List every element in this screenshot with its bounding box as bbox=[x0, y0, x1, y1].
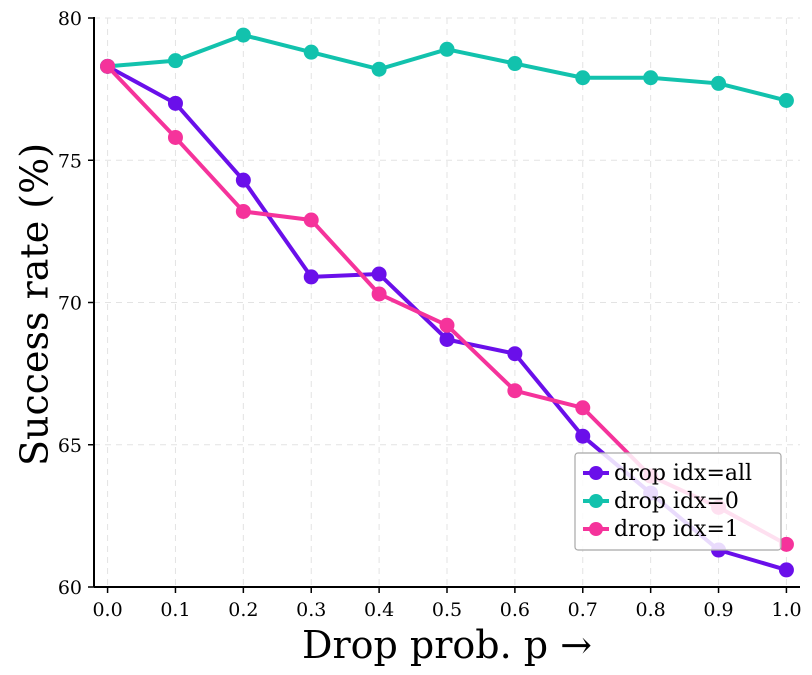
x-tick-label: 0.3 bbox=[296, 599, 326, 621]
data-point bbox=[507, 56, 523, 72]
x-tick-label: 0.5 bbox=[432, 599, 462, 621]
data-point bbox=[643, 70, 659, 86]
legend-swatch-marker bbox=[589, 494, 603, 508]
x-tick-label: 0.7 bbox=[568, 599, 598, 621]
data-point bbox=[235, 203, 251, 219]
data-point bbox=[507, 383, 523, 399]
data-point bbox=[507, 346, 523, 362]
x-tick-label: 0.2 bbox=[228, 599, 258, 621]
data-point bbox=[778, 536, 794, 552]
data-point bbox=[303, 44, 319, 60]
data-point bbox=[167, 53, 183, 69]
data-point bbox=[371, 286, 387, 302]
data-point bbox=[371, 61, 387, 77]
legend-swatch-marker bbox=[589, 522, 603, 536]
y-tick-label: 75 bbox=[58, 150, 82, 172]
data-point bbox=[303, 269, 319, 285]
data-point bbox=[371, 266, 387, 282]
y-tick-label: 70 bbox=[58, 293, 82, 315]
data-point bbox=[439, 317, 455, 333]
data-point bbox=[235, 27, 251, 43]
legend-label: drop idx=all bbox=[614, 461, 752, 486]
legend-item: drop idx=all bbox=[583, 461, 752, 486]
y-tick-label: 65 bbox=[58, 435, 82, 457]
data-point bbox=[575, 70, 591, 86]
ticks: 0.0 0.1 0.2 0.3 0.4 0.5 0.6 0.7 0.8 0.9 1.0 60 65 70 7… bbox=[58, 8, 802, 621]
data-point bbox=[167, 95, 183, 111]
x-tick-label: 0.1 bbox=[160, 599, 190, 621]
data-point bbox=[235, 172, 251, 188]
data-point bbox=[778, 93, 794, 109]
legend-item: drop idx=1 bbox=[583, 517, 739, 542]
data-point bbox=[439, 41, 455, 57]
legend-label: drop idx=0 bbox=[614, 489, 739, 514]
data-point bbox=[303, 212, 319, 228]
legend-box bbox=[574, 452, 782, 551]
y-tick-label: 80 bbox=[58, 8, 82, 30]
x-tick-label: 0.6 bbox=[500, 599, 530, 621]
y-tick-label: 60 bbox=[58, 577, 82, 599]
data-point bbox=[711, 75, 727, 91]
legend: drop idx=all drop idx=0 drop idx=1 bbox=[574, 452, 782, 551]
data-point bbox=[778, 562, 794, 578]
x-tick-label: 0.8 bbox=[636, 599, 666, 621]
x-tick-label: 0.9 bbox=[703, 599, 733, 621]
data-point bbox=[100, 58, 116, 74]
data-point bbox=[439, 331, 455, 347]
legend-item: drop idx=0 bbox=[583, 489, 739, 514]
y-axis-title: Success rate (%) bbox=[13, 143, 57, 466]
x-tick-label: 0.0 bbox=[92, 599, 122, 621]
x-tick-label: 1.0 bbox=[771, 599, 801, 621]
data-point bbox=[575, 428, 591, 444]
data-point bbox=[575, 400, 591, 416]
data-point bbox=[167, 129, 183, 145]
legend-swatch-marker bbox=[589, 466, 603, 480]
x-axis-title: Drop prob. p → bbox=[302, 623, 592, 667]
legend-label: drop idx=1 bbox=[614, 517, 739, 542]
x-tick-label: 0.4 bbox=[364, 599, 394, 621]
